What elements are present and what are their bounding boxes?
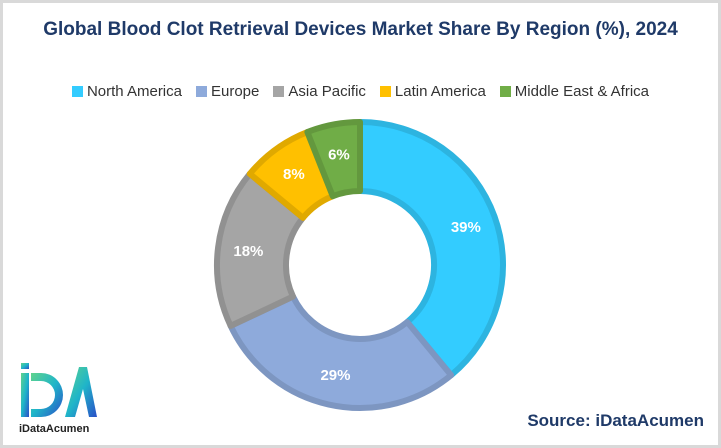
legend-swatch [273, 86, 285, 97]
legend-swatch [71, 86, 83, 97]
legend: North America Europe Asia Pacific Latin Ame… [3, 83, 718, 100]
legend-label: Asia Pacific [288, 83, 366, 100]
legend-item: Middle East & Africa [499, 83, 650, 100]
donut-chart: 39% 29% 18% 8% 6% [214, 119, 506, 411]
legend-label: Latin America [394, 83, 486, 100]
slice-asia-pacific [214, 170, 306, 329]
data-label: 29% [320, 367, 350, 384]
slice-europe [227, 293, 455, 411]
data-label: 18% [233, 243, 263, 260]
legend-label: North America [86, 83, 182, 100]
legend-swatch [499, 86, 511, 97]
data-label: 6% [328, 146, 350, 163]
legend-item: North America [71, 83, 182, 100]
legend-swatch [196, 86, 207, 97]
slice-north-america [357, 119, 506, 379]
legend-swatch [379, 86, 391, 97]
logo-text: iDataAcumen [19, 423, 90, 435]
data-label: 8% [283, 166, 305, 183]
legend-label: Middle East & Africa [514, 83, 650, 100]
legend-item: Europe [196, 83, 259, 100]
legend-item: Latin America [379, 83, 486, 100]
chart-title: Global Blood Clot Retrieval Devices Mark… [43, 19, 678, 40]
legend-label: Europe [211, 83, 260, 100]
source-label: Source: iDataAcumen [527, 411, 704, 430]
legend-item: Asia Pacific [273, 83, 366, 100]
slice-middle-east-africa [304, 119, 363, 200]
data-label: 39% [451, 219, 481, 236]
idataacumen-logo [21, 363, 97, 417]
